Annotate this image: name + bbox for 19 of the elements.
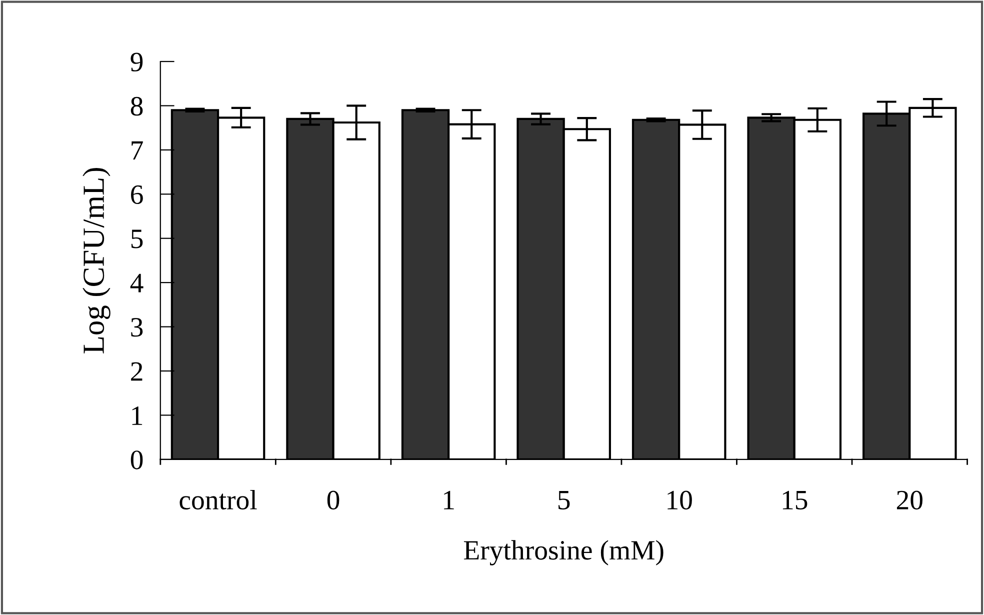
y-tick-label: 8 — [130, 96, 143, 116]
y-tick-label: 0 — [130, 450, 143, 470]
y-tick-label: 5 — [131, 230, 143, 248]
y-tick-label: 2 — [131, 362, 142, 381]
y-tick-label: 1 — [132, 406, 142, 425]
y-tick-label: 3 — [131, 318, 143, 337]
x-tick-label: 0 — [327, 490, 340, 510]
x-tick-label: 10 — [668, 490, 692, 510]
y-tick-label: 9 — [130, 52, 143, 72]
x-tick-label: 20 — [896, 490, 922, 510]
x-tick-label: 1 — [444, 490, 454, 510]
y-tick-label: 7 — [132, 141, 143, 160]
x-tick-label: control — [180, 490, 257, 510]
y-axis-title: Log (CFU/mL) — [82, 168, 110, 354]
y-tick-label: 4 — [130, 274, 144, 292]
x-axis-title: Erythrosine (mM) — [464, 540, 664, 566]
x-tick-label: 15 — [782, 490, 808, 510]
x-tick-label: 5 — [558, 491, 570, 510]
y-tick-label: 6 — [131, 185, 143, 204]
